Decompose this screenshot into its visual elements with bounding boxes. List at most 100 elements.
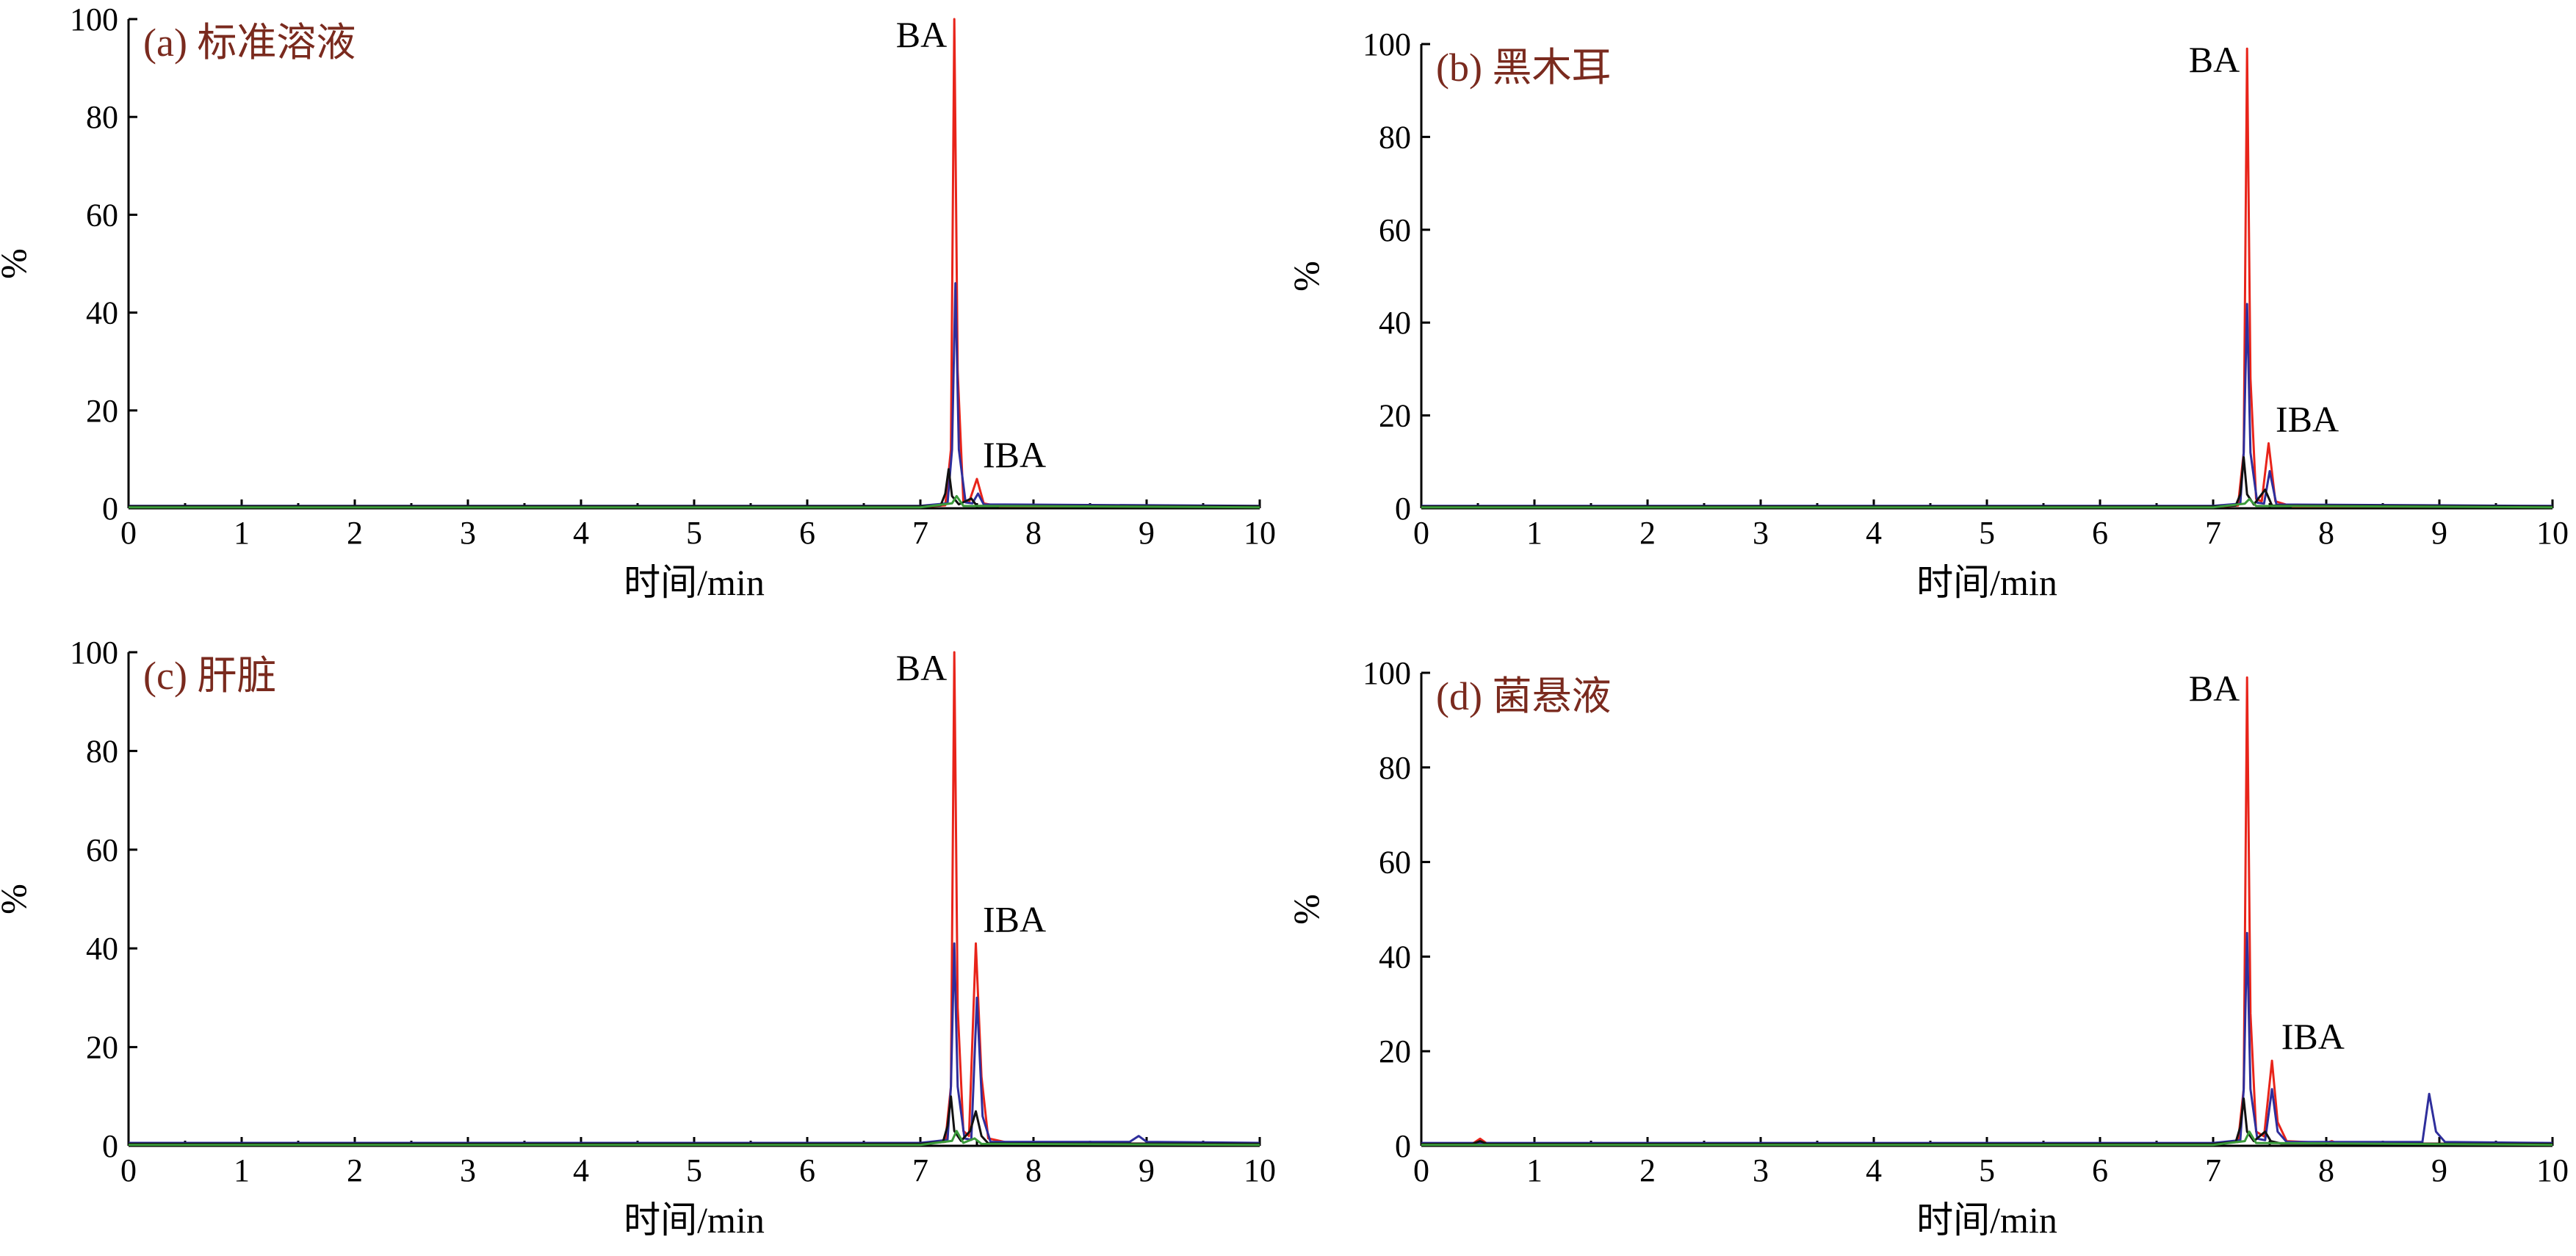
x-tick-label: 7 bbox=[2205, 1152, 2221, 1188]
y-axis-title: % bbox=[0, 884, 34, 914]
x-tick-label: 0 bbox=[1413, 515, 1429, 551]
x-axis-title: 时间/min bbox=[624, 1199, 765, 1241]
series-trace-2 bbox=[129, 282, 1260, 508]
x-tick-label: 10 bbox=[2536, 515, 2569, 551]
x-tick-label: 5 bbox=[686, 515, 702, 551]
x-tick-label: 10 bbox=[1244, 515, 1276, 551]
peak-label-iba: IBA bbox=[983, 434, 1046, 475]
series-trace-1 bbox=[129, 18, 1260, 508]
x-tick-label: 2 bbox=[1639, 515, 1656, 551]
x-tick-label: 4 bbox=[573, 1152, 589, 1188]
x-tick-label: 1 bbox=[1526, 515, 1543, 551]
peak-label-ba: BA bbox=[2189, 668, 2240, 709]
panel-title: (a) 标准溶液 bbox=[143, 21, 356, 65]
peak-label-ba: BA bbox=[896, 647, 947, 688]
series-trace-2 bbox=[1421, 931, 2553, 1144]
x-tick-label: 3 bbox=[1753, 515, 1769, 551]
x-tick-label: 0 bbox=[120, 515, 137, 551]
x-tick-label: 3 bbox=[460, 1152, 476, 1188]
panel-title: (c) 肝脏 bbox=[143, 654, 276, 698]
series-trace-4 bbox=[129, 1130, 1260, 1147]
series-trace-3 bbox=[129, 1095, 1260, 1145]
x-tick-label: 7 bbox=[912, 515, 928, 551]
x-tick-label: 8 bbox=[2318, 1152, 2334, 1188]
series-trace-1 bbox=[1421, 47, 2553, 508]
y-tick-label: 40 bbox=[1379, 939, 1411, 975]
x-axis-title: 时间/min bbox=[1916, 562, 2057, 603]
y-tick-label: 100 bbox=[70, 1, 118, 37]
y-tick-label: 80 bbox=[86, 99, 118, 135]
panel-title: (d) 菌悬液 bbox=[1436, 674, 1611, 718]
panel-title: (b) 黑木耳 bbox=[1436, 46, 1611, 90]
x-tick-label: 4 bbox=[1866, 1152, 1882, 1188]
peak-label-iba: IBA bbox=[983, 898, 1046, 939]
series-trace-2 bbox=[129, 942, 1260, 1144]
y-tick-label: 80 bbox=[86, 733, 118, 769]
y-tick-label: 40 bbox=[86, 295, 118, 331]
x-tick-label: 2 bbox=[1639, 1152, 1656, 1188]
x-tick-label: 9 bbox=[2431, 515, 2447, 551]
series-trace-3 bbox=[1421, 456, 2553, 508]
y-axis-title: % bbox=[0, 248, 34, 279]
peak-label-ba: BA bbox=[2189, 39, 2240, 80]
y-axis-title: % bbox=[1285, 261, 1327, 292]
x-tick-label: 3 bbox=[1753, 1152, 1769, 1188]
y-tick-label: 0 bbox=[1395, 1128, 1411, 1164]
series-trace-1 bbox=[1421, 676, 2553, 1145]
x-tick-label: 7 bbox=[2205, 515, 2221, 551]
y-tick-label: 60 bbox=[1379, 212, 1411, 248]
y-tick-label: 100 bbox=[1363, 655, 1411, 691]
y-tick-label: 80 bbox=[1379, 750, 1411, 786]
series-trace-2 bbox=[1421, 303, 2553, 508]
x-tick-label: 8 bbox=[2318, 515, 2334, 551]
x-tick-label: 4 bbox=[1866, 515, 1882, 551]
x-tick-label: 7 bbox=[912, 1152, 928, 1188]
y-tick-label: 0 bbox=[1395, 491, 1411, 527]
y-tick-label: 40 bbox=[1379, 305, 1411, 341]
x-tick-label: 1 bbox=[234, 1152, 250, 1188]
x-tick-label: 0 bbox=[120, 1152, 137, 1188]
peak-label-iba: IBA bbox=[2281, 1016, 2345, 1057]
series-trace-1 bbox=[129, 651, 1260, 1145]
x-tick-label: 3 bbox=[460, 515, 476, 551]
y-tick-label: 0 bbox=[102, 491, 118, 527]
y-tick-label: 80 bbox=[1379, 119, 1411, 155]
x-tick-label: 9 bbox=[1139, 1152, 1155, 1188]
y-tick-label: 20 bbox=[1379, 398, 1411, 434]
y-tick-label: 60 bbox=[86, 197, 118, 233]
series-trace-4 bbox=[1421, 1130, 2553, 1147]
x-tick-label: 10 bbox=[1244, 1152, 1276, 1188]
x-tick-label: 6 bbox=[2092, 515, 2108, 551]
x-tick-label: 1 bbox=[234, 515, 250, 551]
y-tick-label: 60 bbox=[86, 832, 118, 868]
x-tick-label: 10 bbox=[2536, 1152, 2569, 1188]
x-tick-label: 8 bbox=[1025, 1152, 1042, 1188]
x-tick-label: 2 bbox=[347, 1152, 363, 1188]
series-trace-3 bbox=[1421, 1097, 2553, 1145]
x-tick-label: 6 bbox=[799, 515, 815, 551]
x-tick-label: 4 bbox=[573, 515, 589, 551]
y-tick-label: 20 bbox=[86, 393, 118, 429]
peak-label-iba: IBA bbox=[2276, 399, 2339, 440]
y-axis-title: % bbox=[1285, 894, 1327, 925]
x-tick-label: 5 bbox=[1979, 515, 1995, 551]
x-axis-title: 时间/min bbox=[1916, 1199, 2057, 1241]
x-axis-title: 时间/min bbox=[624, 562, 765, 603]
x-tick-label: 9 bbox=[2431, 1152, 2447, 1188]
series-trace-4 bbox=[129, 494, 1260, 509]
series-trace-4 bbox=[1421, 497, 2553, 509]
peak-label-ba: BA bbox=[896, 14, 947, 55]
y-tick-label: 20 bbox=[1379, 1033, 1411, 1069]
y-tick-label: 60 bbox=[1379, 845, 1411, 881]
y-tick-label: 100 bbox=[1363, 26, 1411, 62]
y-tick-label: 40 bbox=[86, 931, 118, 967]
x-tick-label: 9 bbox=[1139, 515, 1155, 551]
x-tick-label: 6 bbox=[799, 1152, 815, 1188]
x-tick-label: 2 bbox=[347, 515, 363, 551]
y-tick-label: 20 bbox=[86, 1030, 118, 1066]
y-tick-label: 100 bbox=[70, 635, 118, 671]
